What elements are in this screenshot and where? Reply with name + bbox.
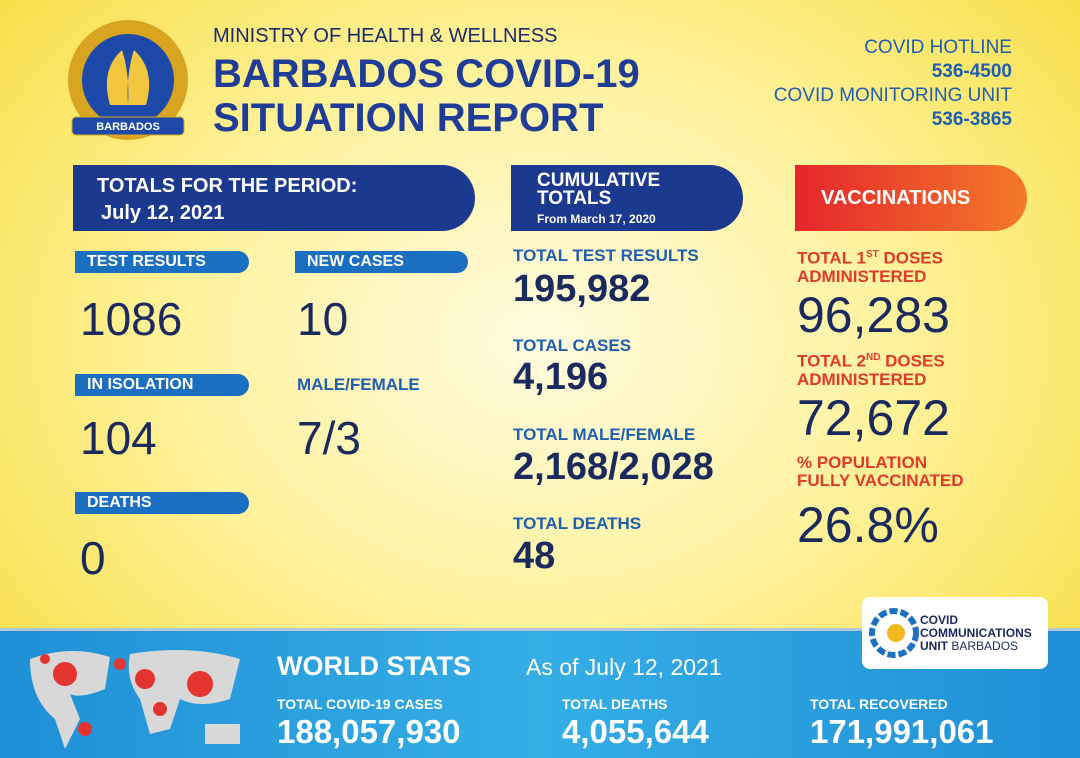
logo-text: BARBADOS: [96, 121, 160, 133]
vaccination-value: 26.8%: [797, 497, 939, 553]
world-label: TOTAL DEATHS: [562, 696, 668, 712]
label-part: TOTAL 2: [797, 351, 866, 371]
title: SITUATION REPORT: [213, 96, 604, 140]
ccu-line: UNIT: [920, 639, 948, 653]
cumulative-subheading: From March 17, 2020: [537, 212, 656, 226]
cumulative-value: 4,196: [513, 356, 609, 398]
stat-value: 0: [80, 532, 106, 584]
contact-number: 536-3865: [931, 109, 1012, 130]
world-map: [30, 650, 240, 749]
world-date: As of July 12, 2021: [526, 654, 722, 680]
vaccination-value: 72,672: [797, 390, 950, 446]
ccu-text: COVID COMMUNICATIONS UNIT BARBADOS: [920, 614, 1032, 653]
world-title: WORLD STATS: [277, 651, 471, 681]
cumulative-label: TOTAL DEATHS: [513, 514, 642, 533]
stat-value: 10: [297, 293, 349, 345]
contact-number: 536-4500: [931, 61, 1012, 82]
period-date: July 12, 2021: [101, 202, 225, 224]
virus-icons: [40, 654, 213, 736]
label-part: DOSES: [878, 248, 943, 268]
label-line: ADMINISTERED: [797, 266, 927, 286]
stat-label: NEW CASES: [295, 251, 468, 273]
title: BARBADOS COVID-19: [213, 52, 640, 96]
ccu-line: UNIT BARBADOS: [920, 640, 1032, 653]
cumulative-heading: CUMULATIVE TOTALS: [537, 170, 661, 209]
vaccinations-heading: VACCINATIONS: [821, 187, 971, 209]
label-part: TOTAL 1: [797, 248, 866, 268]
world-value: 4,055,644: [562, 713, 709, 750]
vaccination-label: TOTAL 1ST DOSES ADMINISTERED: [797, 246, 943, 286]
vaccinations-banner: VACCINATIONS: [795, 165, 1027, 231]
ccu-logo: COVID COMMUNICATIONS UNIT BARBADOS: [862, 597, 1048, 669]
cumulative-label: TOTAL MALE/FEMALE: [513, 425, 696, 444]
logo-banner: [71, 116, 185, 136]
cumulative-banner: CUMULATIVE TOTALS From March 17, 2020: [511, 165, 743, 231]
continents: [30, 650, 240, 749]
ccu-place: BARBADOS: [951, 639, 1019, 653]
label-line: TOTAL 2ND DOSES: [797, 349, 945, 371]
ccu-line: COVID: [920, 613, 959, 627]
cumulative-label: TOTAL CASES: [513, 336, 632, 355]
logo-hands: [106, 50, 150, 105]
stat-label: TEST RESULTS: [75, 251, 249, 273]
stat-value: 104: [80, 412, 157, 464]
cumulative-value: 2,168/2,028: [513, 446, 714, 488]
heading-line: CUMULATIVE: [537, 170, 661, 191]
ministry-name: MINISTRY OF HEALTH & WELLNESS: [213, 25, 558, 47]
ministry-logo: BARBADOS: [68, 20, 188, 140]
logo-center: [82, 34, 174, 126]
label-line: ADMINISTERED: [797, 369, 927, 389]
stat-value: 1086: [80, 293, 183, 345]
contact-label: COVID MONITORING UNIT: [773, 85, 1012, 106]
period-heading: TOTALS FOR THE PERIOD:: [97, 175, 358, 197]
vaccination-label: TOTAL 2ND DOSES ADMINISTERED: [797, 349, 945, 389]
stat-label: IN ISOLATION: [75, 374, 249, 396]
vaccination-label: % POPULATION FULLY VACCINATED: [797, 454, 964, 490]
world-label: TOTAL RECOVERED: [810, 696, 948, 712]
label-line: FULLY VACCINATED: [797, 471, 964, 490]
cumulative-label: TOTAL TEST RESULTS: [513, 246, 699, 265]
label-part: ND: [865, 352, 881, 363]
label-line: TOTAL 1ST DOSES: [797, 246, 943, 268]
label-line: % POPULATION: [797, 454, 964, 472]
stat-label: MALE/FEMALE: [297, 375, 420, 394]
label-part: % POPULATION: [797, 453, 928, 472]
label-part: ST: [865, 249, 879, 260]
cumulative-value: 48: [513, 535, 556, 577]
heading-line: TOTALS: [537, 188, 612, 209]
stat-label: DEATHS: [75, 492, 249, 514]
world-value: 188,057,930: [277, 713, 461, 750]
vaccination-value: 96,283: [797, 287, 950, 343]
world-label: TOTAL COVID-19 CASES: [277, 696, 443, 712]
contacts: COVID HOTLINE 536-4500 COVID MONITORING …: [774, 36, 1012, 132]
cumulative-value: 195,982: [513, 268, 651, 310]
stat-value: 7/3: [297, 412, 361, 464]
period-banner: TOTALS FOR THE PERIOD: July 12, 2021: [73, 165, 475, 231]
contact-label: COVID HOTLINE: [864, 37, 1012, 58]
world-value: 171,991,061: [810, 713, 994, 750]
ccu-icon: [869, 608, 919, 658]
ccu-line: COMMUNICATIONS: [920, 626, 1032, 640]
label-part: DOSES: [880, 351, 945, 371]
